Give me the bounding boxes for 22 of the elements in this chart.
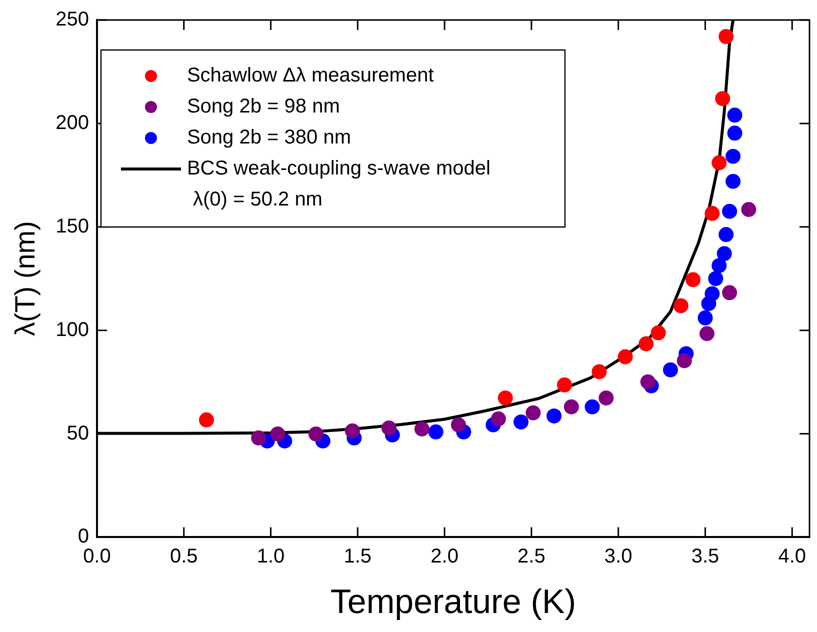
x-tick-label: 1.5 [344, 546, 372, 568]
y-tick-label: 150 [56, 215, 89, 238]
x-tick-label: 3.0 [604, 546, 632, 568]
x-tick-label: 2.0 [430, 546, 458, 568]
legend-label: Song 2b = 380 nm [186, 126, 351, 149]
legend-label: Song 2b = 98 nm [186, 96, 340, 118]
x-axis-title: Temperature (K) [330, 582, 576, 621]
annotation: λ(0) = 50.2 nm [192, 188, 322, 211]
x-tick-label: 0.0 [83, 546, 111, 568]
legend-label: BCS weak-coupling s-wave model [186, 158, 490, 180]
x-tick-label: 4.0 [778, 546, 806, 568]
y-axis-title: λ(T) (nm) [10, 221, 41, 336]
y-tick-label: 200 [56, 112, 89, 134]
x-tick-label: 0.5 [170, 546, 198, 568]
y-tick-label: 250 [56, 8, 89, 31]
y-tick-label: 50 [66, 422, 89, 444]
x-tick-label: 3.5 [691, 546, 720, 568]
legend-label: Schawlow Δλ measurement [186, 64, 434, 87]
y-tick-label: 100 [56, 318, 89, 341]
y-tick-label: 0 [78, 526, 89, 548]
x-tick-label: 2.5 [518, 546, 546, 568]
x-tick-label: 1.0 [256, 546, 285, 568]
